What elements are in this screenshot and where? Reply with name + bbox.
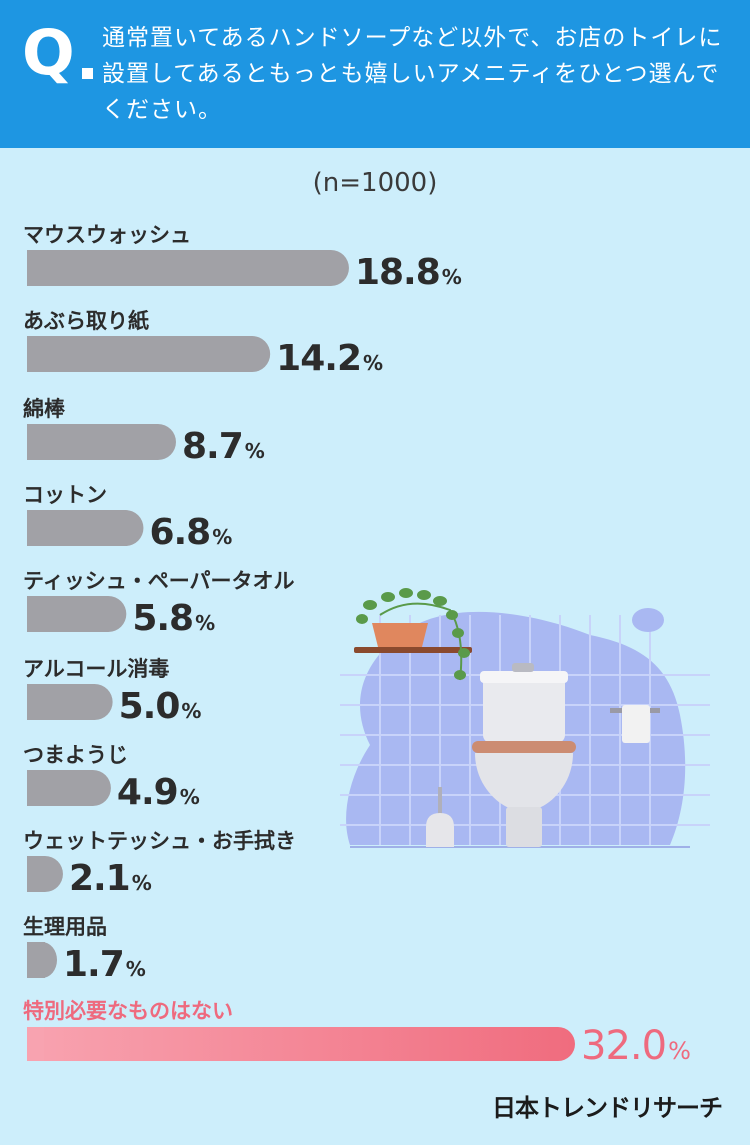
category-label: 生理用品 (23, 915, 107, 939)
category-label: あぶら取り紙 (23, 309, 149, 333)
question-mark-dot (82, 68, 93, 79)
bar (27, 250, 349, 286)
bar-left-edge (27, 684, 45, 720)
toilet-seat (472, 741, 576, 753)
question-text: 通常置いてあるハンドソープなど以外で、お店のトイレに設置してあるともっとも嬉しい… (102, 25, 723, 123)
toilet-illustration (340, 588, 710, 848)
category-label: ティッシュ・ペーパータオル (23, 569, 295, 593)
bar-left-edge (27, 942, 45, 978)
brush-handle (438, 787, 442, 827)
flush-button (512, 663, 534, 672)
data-label: 32.0% (581, 1023, 690, 1069)
category-label: マウスウォッシュ (23, 223, 191, 247)
bar-left-edge (27, 856, 45, 892)
brand-logo-text: 日本トレンドリサーチ (492, 1094, 723, 1122)
bar-left-edge (27, 596, 45, 632)
bar-left-edge (27, 1027, 44, 1061)
data-label: 8.7% (182, 426, 265, 467)
category-label: つまようじ (23, 743, 128, 767)
bar (27, 510, 144, 546)
toilet-base (506, 807, 542, 847)
wall-blob-small (632, 608, 664, 632)
category-label: ウェットテッシュ・お手拭き (23, 829, 296, 853)
bar-left-edge (27, 424, 45, 460)
data-label: 4.9% (117, 772, 200, 813)
data-label: 6.8% (149, 512, 232, 553)
data-label: 2.1% (69, 858, 152, 899)
question-header: Q 通常置いてあるハンドソープなど以外で、お店のトイレに設置してあるともっとも嬉… (0, 0, 750, 148)
category-label: 綿棒 (23, 397, 66, 421)
toilet-bowl (475, 753, 573, 809)
brush-holder (426, 813, 454, 847)
question-mark: Q (22, 16, 75, 89)
bar (27, 684, 113, 720)
paper-roll (622, 705, 650, 743)
bar (27, 336, 271, 372)
bar (27, 1027, 575, 1061)
bar (27, 424, 176, 460)
data-label: 5.8% (132, 598, 215, 639)
bar-left-edge (27, 250, 45, 286)
bar-left-edge (27, 770, 45, 806)
category-label: 特別必要なものはない (23, 999, 233, 1023)
bar (27, 770, 111, 806)
data-label: 1.7% (63, 944, 146, 985)
sample-size-label: (n=1000) (312, 168, 438, 198)
category-label: コットン (23, 483, 107, 507)
plant-pot (372, 623, 428, 647)
bar-left-edge (27, 510, 45, 546)
data-label: 5.0% (119, 686, 202, 727)
toilet-tank (483, 675, 565, 743)
category-label: アルコール消毒 (23, 657, 169, 681)
bar-left-edge (27, 336, 45, 372)
data-label: 14.2% (276, 338, 383, 379)
data-label: 18.8% (355, 252, 462, 293)
bar (27, 596, 127, 632)
toilet-tank-lid (480, 671, 568, 683)
shelf (354, 647, 472, 653)
